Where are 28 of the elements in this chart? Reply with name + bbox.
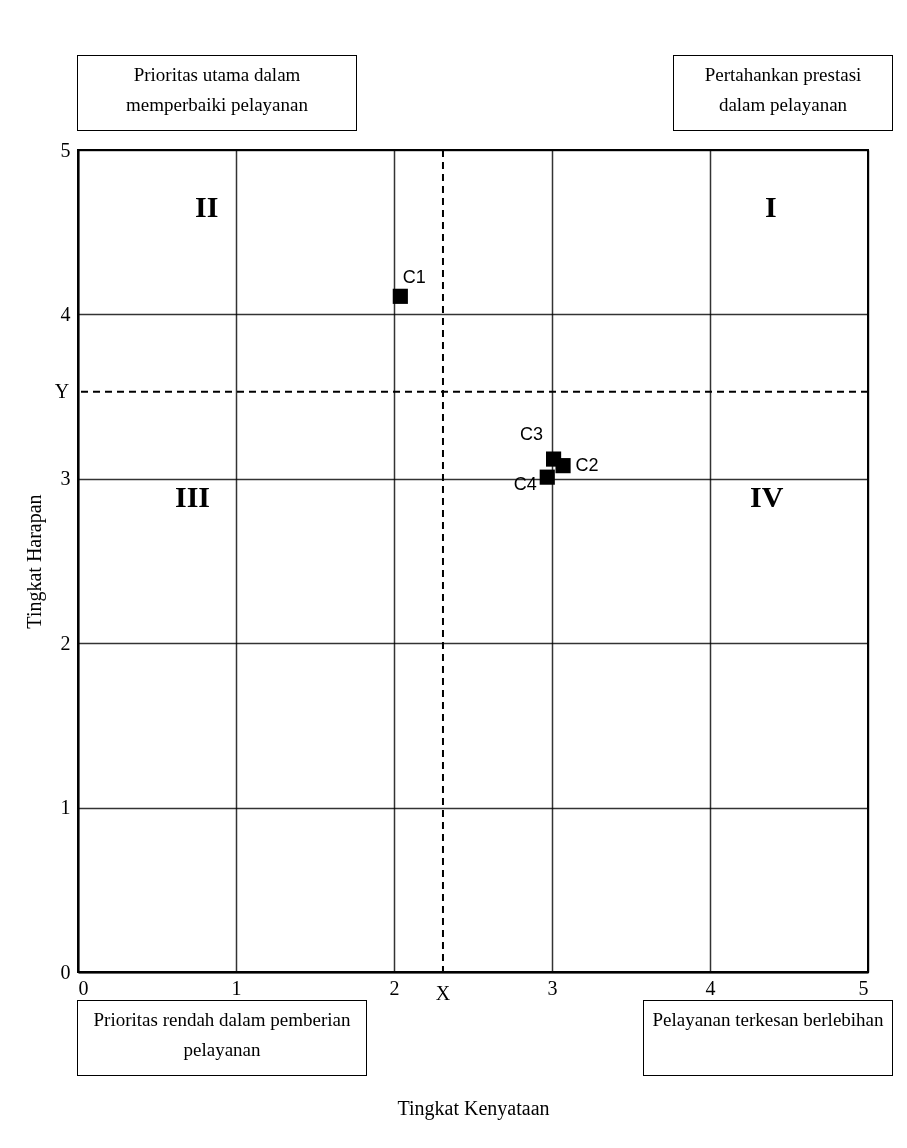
series-label: C3 xyxy=(520,424,544,445)
y-tick-label: 5 xyxy=(60,138,71,161)
x-tick-label: 1 xyxy=(231,976,242,999)
text: Pelayanan terkesan berlebihan xyxy=(643,1000,893,1076)
text: Pertahankan prestasi dalam pelayanan xyxy=(673,55,893,131)
ref-line-label: Y xyxy=(54,379,70,402)
annotation: III xyxy=(175,480,211,514)
annotation: I xyxy=(765,190,777,224)
x-axis-title: Tingkat Kenyataan xyxy=(397,1096,550,1120)
y-tick-label: 0 xyxy=(60,960,71,983)
y-tick-label: 1 xyxy=(60,796,71,819)
series-label: C4 xyxy=(513,474,537,495)
y-tick-label: 4 xyxy=(60,302,71,325)
annotation: II xyxy=(195,190,219,224)
y-tick-label: 3 xyxy=(60,467,71,490)
annotation: IV xyxy=(750,480,784,514)
x-tick-label: 3 xyxy=(547,976,558,999)
series-label: C2 xyxy=(575,454,599,475)
y-tick-label: 2 xyxy=(60,631,71,654)
text: Prioritas rendah dalam pemberian pelayanan xyxy=(77,1000,367,1076)
y-axis-title: Tingkat Harapan xyxy=(22,494,46,629)
x-tick-label: 5 xyxy=(858,976,869,999)
series-label: C1 xyxy=(402,267,426,288)
text: Prioritas utama dalam memperbaiki pelayanan xyxy=(77,55,357,131)
x-tick-label: 0 xyxy=(78,976,89,999)
x-tick-label: 4 xyxy=(705,976,716,999)
ref-line-label: X xyxy=(435,982,451,1004)
x-tick-label: 2 xyxy=(389,976,400,999)
